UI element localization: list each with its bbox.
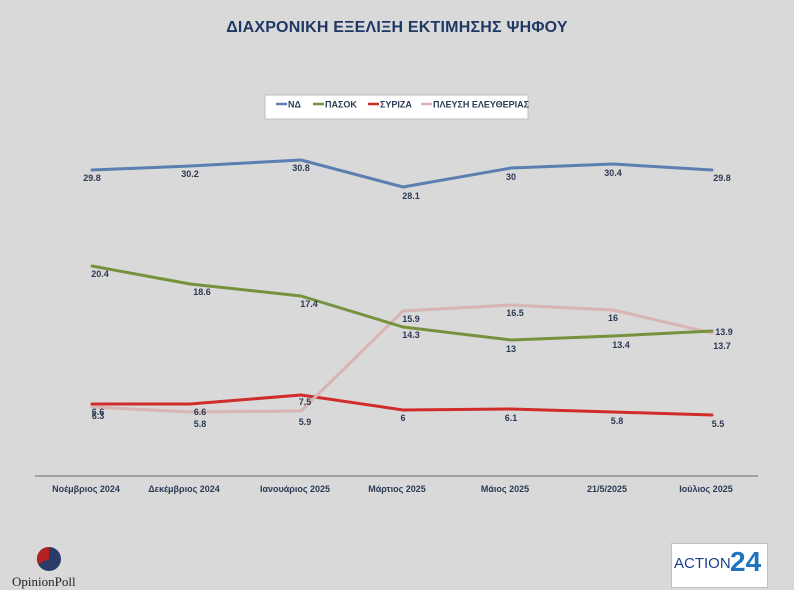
x-tick-label: Δεκέμβριος 2024: [148, 484, 220, 494]
data-label: 6.3: [92, 411, 105, 421]
data-label: 20.4: [91, 269, 109, 279]
legend-label: ΣΥΡΙΖΑ: [380, 100, 412, 110]
data-label: 5.5: [712, 419, 725, 429]
x-tick-label: Μάρτιος 2025: [368, 484, 426, 494]
data-label: 29.8: [83, 173, 101, 183]
x-tick-label: Νοέμβριος 2024: [52, 484, 120, 494]
data-label: 6.6: [92, 407, 105, 417]
opinionpoll-logo-icon: [36, 546, 61, 571]
data-label: 29.8: [713, 173, 731, 183]
data-label: 28.1: [402, 191, 420, 201]
opinionpoll-logo-text: OpinionPoll: [12, 574, 76, 589]
opinionpoll-logo: OpinionPoll: [10, 544, 100, 589]
x-tick-label: 21/5/2025: [587, 484, 627, 494]
legend-label: ΝΔ: [288, 100, 301, 110]
data-label: 13.7: [713, 341, 731, 351]
data-label: 7.5: [299, 397, 312, 407]
action24-logo-text: ACTION: [674, 555, 731, 572]
action24-logo: ACTION 24: [671, 543, 768, 588]
data-label: 13.4: [612, 340, 630, 350]
series-line: [90, 393, 714, 417]
legend-box: [264, 94, 529, 120]
data-label: 16.5: [506, 308, 524, 318]
action24-logo-number: 24: [730, 546, 762, 577]
data-label: 17.4: [300, 299, 318, 309]
series-line: [90, 264, 714, 342]
data-label: 6: [400, 413, 405, 423]
data-label: 5.8: [194, 419, 207, 429]
data-label: 16: [608, 313, 618, 323]
data-label: 15.9: [402, 314, 420, 324]
data-label: 13.9: [715, 327, 733, 337]
data-label: 30.8: [292, 163, 310, 173]
chart-title: ΔΙΑΧΡΟΝΙΚΗ ΕΞΕΛΙΞΗ ΕΚΤΙΜΗΣΗΣ ΨΗΦΟΥ: [226, 19, 568, 36]
x-tick-label: Μάιος 2025: [481, 484, 529, 494]
legend-label: ΠΑΣΟΚ: [325, 100, 357, 110]
data-label: 13: [506, 344, 516, 354]
series-line: [90, 158, 714, 189]
data-label: 5.8: [611, 416, 624, 426]
data-label: 30.2: [181, 169, 199, 179]
legend-label: ΠΛΕΥΣΗ ΕΛΕΥΘΕΡΙΑΣ: [433, 100, 530, 110]
series-line: [90, 303, 714, 414]
data-label: 30.4: [604, 168, 622, 178]
data-label: 5.9: [299, 417, 312, 427]
chart-legend: ΝΔ ΠΑΣΟΚ ΣΥΡΙΖΑ ΠΛΕΥΣΗ ΕΛΕΥΘΕΡΙΑΣ: [264, 94, 530, 120]
data-label: 30: [506, 172, 516, 182]
data-label: 6.1: [505, 413, 518, 423]
data-label: 18.6: [193, 287, 211, 297]
data-label: 6.6: [194, 407, 207, 417]
x-tick-label: Ιανουάριος 2025: [260, 484, 330, 494]
data-label: 14.3: [402, 330, 420, 340]
x-tick-label: Ιούλιος 2025: [679, 484, 732, 494]
